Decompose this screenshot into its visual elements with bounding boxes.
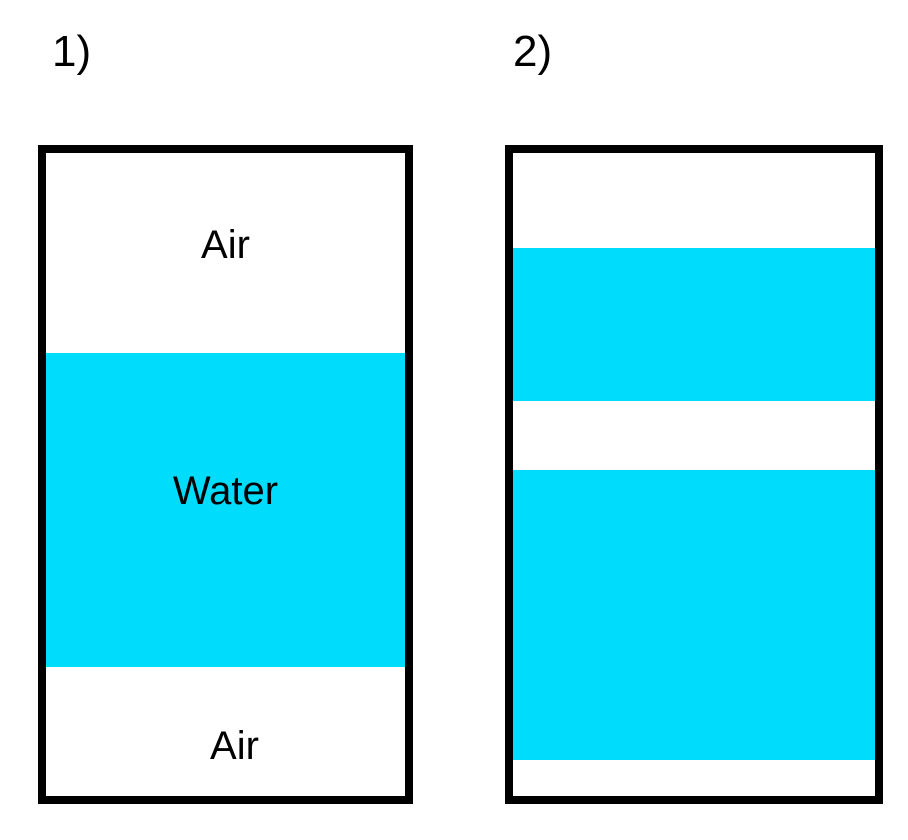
- container-2: [505, 145, 883, 804]
- air-bottom-label: Air: [210, 724, 259, 768]
- air-top-label: Air: [201, 223, 250, 267]
- panel-2-label: 2): [513, 27, 553, 76]
- container-1: Air Water Air: [38, 145, 413, 804]
- panel-1-label: 1): [52, 27, 92, 76]
- water-layer-upper: [513, 248, 875, 401]
- water-layer-lower: [513, 470, 875, 760]
- water-layer: Water: [46, 353, 405, 667]
- water-label: Water: [172, 469, 279, 513]
